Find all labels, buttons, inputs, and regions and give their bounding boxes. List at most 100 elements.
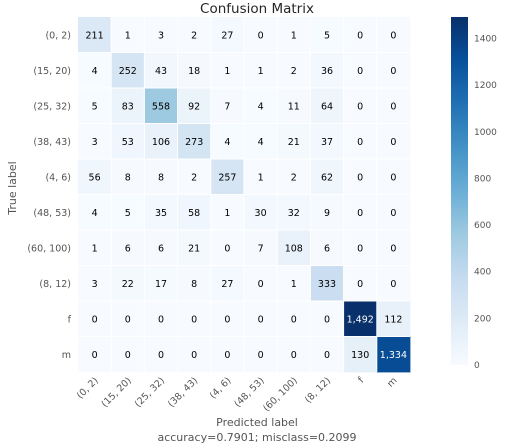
colorbar-tick-label: 1400	[474, 34, 497, 44]
colorbar-gradient	[451, 17, 468, 365]
colorbar-tick-label: 0	[474, 361, 480, 371]
matrix-cell	[78, 17, 112, 53]
matrix-cell	[210, 17, 245, 53]
cell-value-label: 0	[92, 314, 98, 325]
cell-value-label: 211	[86, 30, 104, 41]
matrix-cell	[277, 123, 311, 160]
matrix-cell	[376, 230, 411, 266]
matrix-cell	[277, 301, 311, 337]
cell-value-label: 0	[291, 350, 297, 361]
colorbar-tick-label: 400	[474, 268, 491, 278]
cell-value-label: 0	[390, 66, 396, 77]
cell-value-label: 0	[390, 30, 396, 41]
matrix-cell	[310, 230, 344, 266]
cell-value-label: 35	[155, 208, 167, 219]
matrix-cell	[210, 123, 245, 160]
matrix-cell	[78, 123, 112, 160]
matrix-cell	[277, 336, 311, 373]
cell-value-label: 1	[258, 66, 264, 77]
matrix-cell	[310, 265, 344, 302]
matrix-cell	[244, 336, 278, 373]
matrix-cell	[111, 336, 145, 373]
cell-value-label: 0	[357, 66, 363, 77]
cell-value-label: 37	[321, 137, 333, 148]
matrix-cell	[244, 159, 278, 195]
cell-value-label: 3	[92, 137, 98, 148]
matrix-cell	[78, 336, 112, 373]
matrix-cell	[343, 194, 378, 231]
matrix-cell	[343, 52, 378, 89]
row-tick-labels: (0, 2) (15, 20) (25, 32) (38, 43) (4, 6) (48,…	[27, 30, 71, 361]
cell-value-label: 1	[125, 30, 131, 41]
row-tick-label: (0, 2)	[45, 30, 71, 41]
cell-value-label: 0	[357, 208, 363, 219]
cell-value-label: 17	[155, 279, 167, 290]
matrix-cell	[343, 88, 378, 124]
matrix-cell	[277, 194, 311, 231]
cell-value-label: 0	[390, 172, 396, 183]
matrix-cell	[277, 230, 311, 266]
colorbar-tick-label: 600	[474, 221, 491, 231]
matrix-cell	[144, 194, 178, 231]
cell-value-label: 0	[390, 208, 396, 219]
cell-value-label: 3	[92, 279, 98, 290]
row-tick-label: m	[62, 350, 71, 361]
matrix-cell	[310, 17, 344, 53]
matrix-cell	[177, 88, 212, 124]
matrix-cell	[310, 88, 344, 124]
matrix-cell	[343, 123, 378, 160]
matrix-cell	[210, 52, 245, 89]
matrix-cell	[177, 301, 212, 337]
cell-value-label: 1	[224, 66, 230, 77]
cell-value-label: 2	[191, 172, 197, 183]
matrix-cell	[210, 336, 245, 373]
matrix-cell	[277, 88, 311, 124]
matrix-cell	[78, 301, 112, 337]
column-tick-label: (60, 100)	[261, 375, 300, 414]
cell-value-label: 1,334	[380, 350, 407, 361]
cell-value-label: 0	[357, 30, 363, 41]
cell-value-label: 5	[92, 101, 98, 112]
matrix-cell	[177, 17, 212, 53]
cell-value-label: 0	[224, 350, 230, 361]
cell-value-label: 0	[258, 30, 264, 41]
matrix-cell	[277, 52, 311, 89]
cell-value-label: 333	[318, 279, 336, 290]
cell-value-label: 43	[155, 66, 167, 77]
matrix-cell	[111, 123, 145, 160]
cell-value-label: 108	[285, 243, 303, 254]
cell-value-label: 0	[390, 243, 396, 254]
matrix-cell	[111, 301, 145, 337]
matrix-cell	[343, 230, 378, 266]
cell-value-label: 4	[92, 208, 98, 219]
cell-value-label: 252	[119, 66, 137, 77]
matrix-cell	[244, 88, 278, 124]
cell-value-label: 83	[122, 101, 134, 112]
cell-value-label: 27	[221, 30, 233, 41]
row-tick-label: (60, 100)	[27, 243, 71, 254]
cell-value-label: 0	[224, 243, 230, 254]
matrix-cell	[310, 301, 344, 337]
cell-value-label: 0	[158, 350, 164, 361]
cell-value-label: 0	[191, 350, 197, 361]
matrix-cell	[376, 88, 411, 124]
column-tick-label: (38, 43)	[166, 375, 200, 409]
x-axis-label: Predicted label	[216, 416, 298, 429]
cell-value-label: 112	[384, 314, 402, 325]
matrix-cell	[78, 159, 112, 195]
cell-value-label: 9	[324, 208, 330, 219]
column-tick-label: (0, 2)	[75, 375, 101, 401]
matrix-cell	[144, 88, 178, 124]
matrix-cell	[244, 17, 278, 53]
column-tick-label: m	[385, 375, 399, 389]
cell-value-label: 11	[288, 101, 300, 112]
cell-value-label: 0	[125, 314, 131, 325]
matrix-cell	[144, 159, 178, 195]
cell-value-label: 58	[188, 208, 200, 219]
cell-value-label: 0	[291, 314, 297, 325]
cell-value-label: 0	[224, 314, 230, 325]
matrix-cell	[210, 159, 245, 195]
matrix-cell	[244, 52, 278, 89]
cell-value-label: 7	[258, 243, 264, 254]
cell-value-label: 273	[185, 137, 203, 148]
